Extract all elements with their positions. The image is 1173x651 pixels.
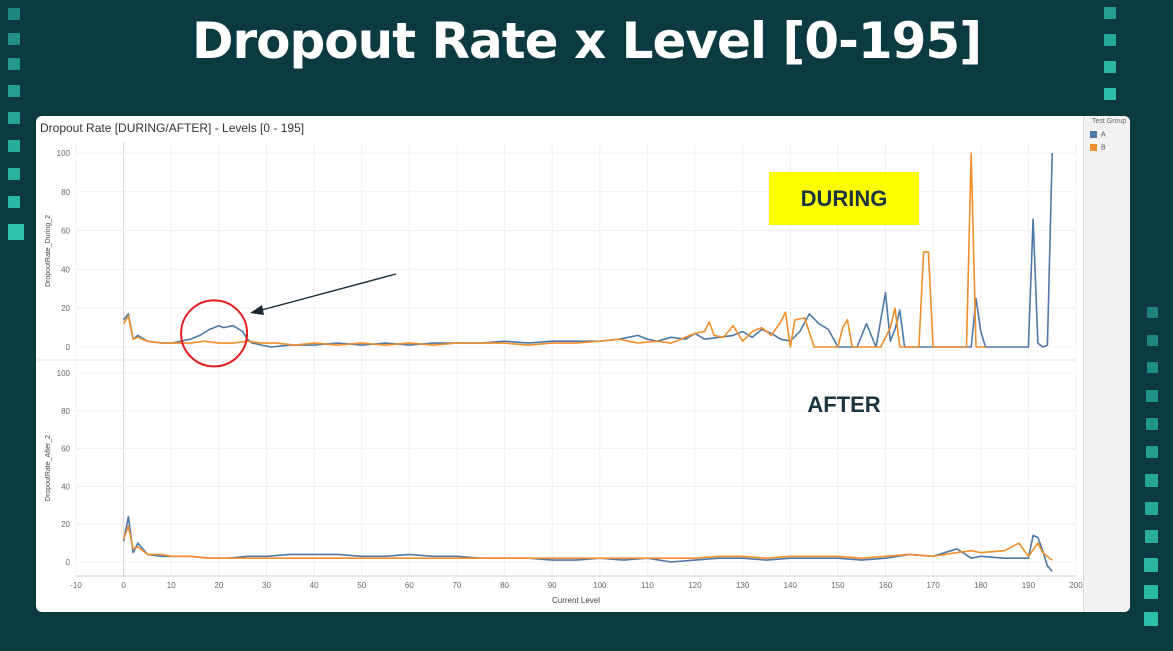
- y-tick-label: 40: [61, 265, 70, 274]
- y-axis-label: DropoutRate_During_2: [45, 215, 52, 287]
- legend-label-b: B: [1101, 144, 1106, 152]
- y-tick-label: 80: [61, 407, 70, 416]
- deco-square: [1145, 502, 1158, 515]
- y-tick-label: 0: [66, 558, 71, 567]
- deco-square: [8, 140, 20, 152]
- legend-swatch-b: [1090, 144, 1097, 151]
- deco-square: [1146, 446, 1158, 458]
- after-annotation: AFTER: [807, 392, 881, 417]
- y-axis-label: DropoutRate_After_2: [45, 435, 52, 501]
- x-tick-label: 20: [214, 581, 223, 590]
- legend-label-a: A: [1101, 131, 1106, 139]
- series-line-a: [122, 515, 1053, 572]
- deco-square: [8, 58, 20, 70]
- deco-square: [8, 112, 20, 124]
- x-tick-label: 50: [357, 581, 366, 590]
- deco-square: [1104, 88, 1116, 100]
- deco-square: [1146, 390, 1158, 402]
- highlight-circle: [180, 299, 249, 368]
- x-tick-label: 130: [736, 581, 750, 590]
- deco-square: [8, 85, 20, 97]
- x-tick-label: 180: [974, 581, 988, 590]
- deco-square: [1147, 335, 1158, 346]
- y-tick-label: 0: [66, 343, 71, 352]
- annotation-arrow-shaft: [257, 273, 397, 312]
- x-tick-label: 80: [500, 581, 509, 590]
- annotation-arrow-head: [250, 305, 264, 315]
- x-tick-label: 60: [405, 581, 414, 590]
- deco-square: [1144, 612, 1158, 626]
- y-tick-label: 100: [57, 369, 71, 378]
- x-tick-label: 10: [167, 581, 176, 590]
- y-tick-label: 80: [61, 188, 70, 197]
- x-tick-label: 110: [641, 581, 654, 590]
- series-line-b: [122, 525, 1053, 561]
- chart-title: Dropout Rate [DURING/AFTER] - Levels [0 …: [40, 121, 305, 135]
- legend-item-b[interactable]: B: [1090, 144, 1106, 154]
- x-tick-label: 200: [1069, 581, 1083, 590]
- series-line-b: [122, 152, 986, 348]
- x-tick-label: 190: [1022, 581, 1036, 590]
- x-tick-label: 100: [593, 581, 607, 590]
- deco-square: [1104, 34, 1116, 46]
- deco-square: [8, 196, 20, 208]
- x-tick-label: 0: [121, 581, 126, 590]
- chart-card: Dropout Rate [DURING/AFTER] - Levels [0 …: [36, 116, 1130, 612]
- x-tick-label: 70: [452, 581, 461, 590]
- x-tick-label: -10: [70, 581, 82, 590]
- deco-square: [8, 8, 20, 20]
- y-tick-label: 60: [61, 227, 70, 236]
- deco-square: [8, 168, 20, 180]
- y-tick-label: 20: [61, 520, 70, 529]
- y-tick-label: 100: [57, 149, 71, 158]
- y-tick-label: 40: [61, 482, 70, 491]
- deco-square: [1146, 418, 1158, 430]
- x-tick-label: 120: [688, 581, 702, 590]
- deco-square: [1147, 362, 1158, 373]
- x-tick-label: 140: [784, 581, 798, 590]
- legend: Test Group A B: [1083, 116, 1130, 612]
- legend-item-a[interactable]: A: [1090, 131, 1106, 141]
- x-tick-label: 170: [926, 581, 940, 590]
- line-chart: 020406080100DropoutRate_During_202040608…: [36, 142, 1083, 605]
- deco-square: [1144, 558, 1158, 572]
- x-axis-label: Current Level: [552, 596, 600, 605]
- legend-swatch-a: [1090, 131, 1097, 138]
- deco-square: [1104, 7, 1116, 19]
- x-tick-label: 150: [831, 581, 845, 590]
- deco-square: [1104, 61, 1116, 73]
- y-tick-label: 60: [61, 445, 70, 454]
- deco-square: [8, 224, 24, 240]
- deco-square: [1145, 530, 1158, 543]
- legend-title: Test Group: [1092, 118, 1127, 125]
- x-tick-label: 90: [548, 581, 557, 590]
- x-tick-label: 160: [879, 581, 893, 590]
- deco-square: [1144, 585, 1158, 599]
- deco-square: [1147, 307, 1158, 318]
- series-line-a: [122, 152, 1053, 348]
- y-tick-label: 20: [61, 304, 70, 313]
- deco-square: [8, 33, 20, 45]
- slide-title: Dropout Rate x Level [0-195]: [191, 12, 982, 70]
- deco-square: [1145, 474, 1158, 487]
- x-tick-label: 40: [310, 581, 319, 590]
- x-tick-label: 30: [262, 581, 271, 590]
- during-annotation: DURING: [769, 172, 919, 225]
